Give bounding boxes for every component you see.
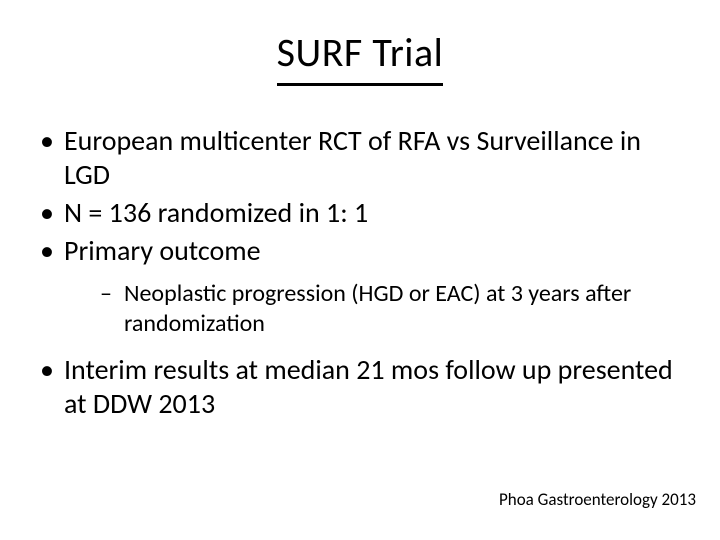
slide-title: SURF Trial xyxy=(277,28,444,86)
slide: SURF Trial European multicenter RCT of R… xyxy=(0,0,720,540)
bullet-item: European multicenter RCT of RFA vs Surve… xyxy=(30,124,690,192)
bullet-text: European multicenter RCT of RFA vs Surve… xyxy=(64,123,641,192)
bullet-text: Interim results at median 21 mos follow … xyxy=(64,352,673,421)
citation: Phoa Gastroenterology 2013 xyxy=(499,489,696,510)
sub-bullet-text: Neoplastic progression (HGD or EAC) at 3… xyxy=(124,279,631,338)
bullet-text: N = 136 randomized in 1: 1 xyxy=(64,195,368,230)
bullet-item: Interim results at median 21 mos follow … xyxy=(30,353,690,421)
bullet-list: European multicenter RCT of RFA vs Surve… xyxy=(30,124,690,421)
sub-bullet-list: Neoplastic progression (HGD or EAC) at 3… xyxy=(64,279,690,339)
sub-bullet-item: Neoplastic progression (HGD or EAC) at 3… xyxy=(64,279,690,339)
bullet-text: Primary outcome xyxy=(64,233,261,268)
title-container: SURF Trial xyxy=(0,0,720,86)
slide-content: European multicenter RCT of RFA vs Surve… xyxy=(0,86,720,421)
bullet-item: N = 136 randomized in 1: 1 xyxy=(30,196,690,230)
bullet-item: Primary outcome Neoplastic progression (… xyxy=(30,234,690,338)
